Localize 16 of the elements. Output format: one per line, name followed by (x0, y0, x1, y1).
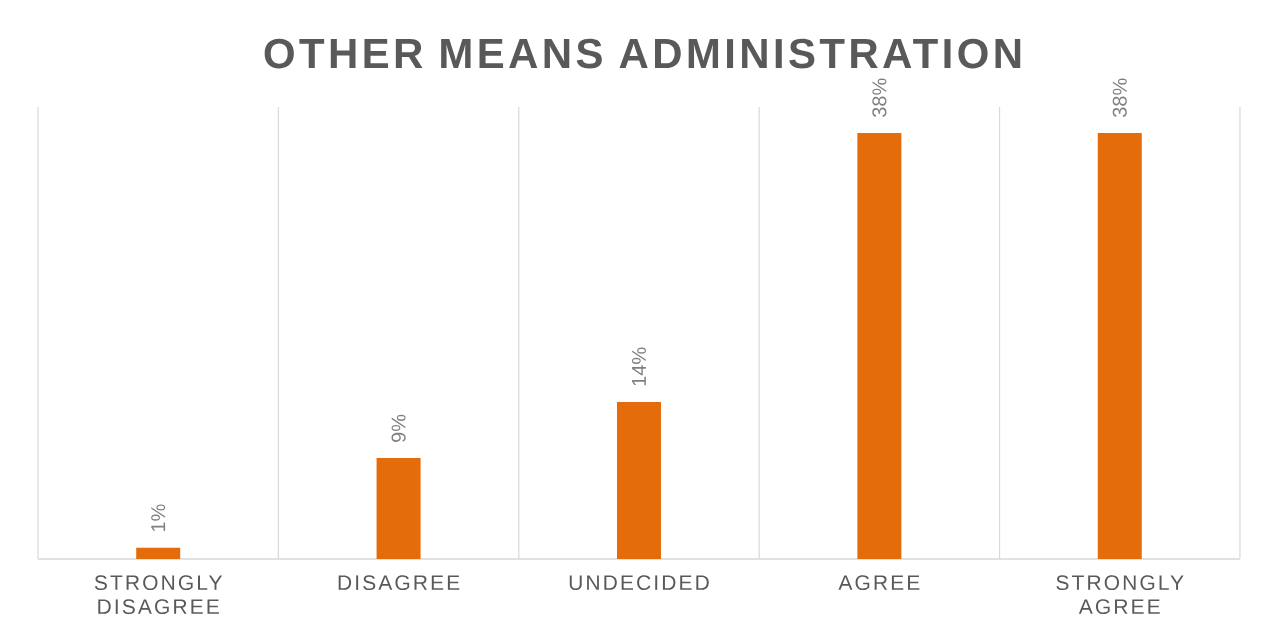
data-label: 9% (391, 414, 406, 442)
bar (616, 402, 661, 559)
x-tick-label: STRONGLY AGREE (1056, 575, 1184, 615)
bar (376, 458, 421, 559)
data-label: 14% (631, 347, 646, 386)
data-label: 1% (151, 504, 166, 532)
bar (857, 132, 902, 559)
chart-title: OTHER MEANS ADMINISTRATION (264, 38, 1021, 69)
x-tick-label: DISAGREE (338, 575, 460, 591)
x-tick-label: UNDECIDED (569, 575, 709, 591)
data-label: 38% (1112, 78, 1127, 118)
x-tick-label: AGREE (838, 575, 920, 591)
bar (136, 547, 181, 559)
x-tick-label: STRONGLY DISAGREE (94, 575, 223, 615)
data-label: 38% (872, 78, 887, 118)
bar (1097, 132, 1142, 559)
